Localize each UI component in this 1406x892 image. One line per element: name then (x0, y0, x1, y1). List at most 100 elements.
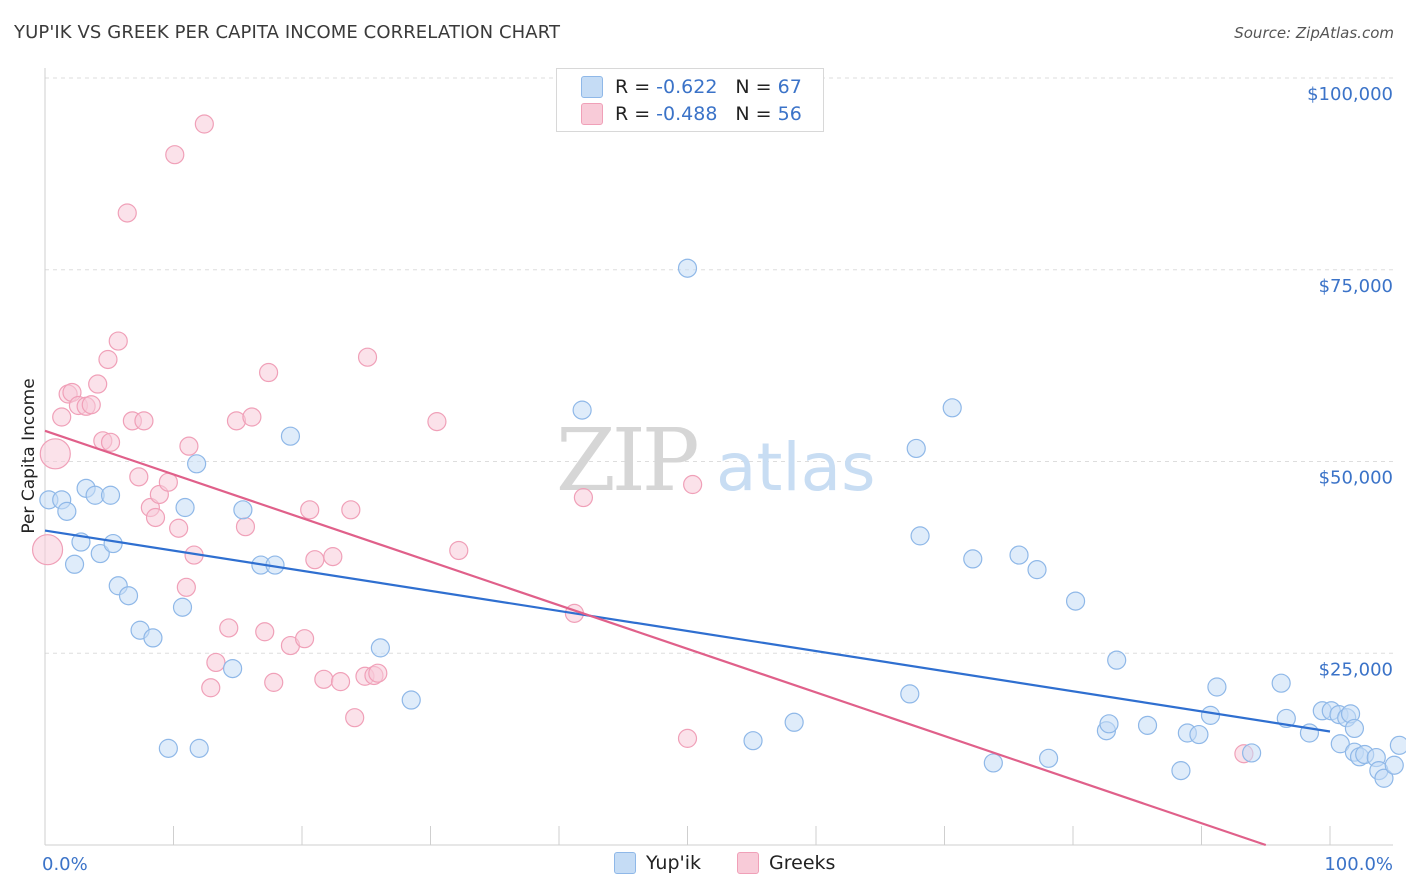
yupik-point (118, 586, 139, 606)
yupik-point (743, 731, 763, 751)
yupik-point (1038, 748, 1059, 768)
greeks-point (330, 672, 351, 692)
yupik-point (910, 526, 930, 546)
greeks-point (314, 669, 334, 689)
yupik-point (1189, 724, 1209, 745)
greeks-point (117, 203, 137, 223)
greeks-point (134, 411, 154, 431)
y-tick-label: $75,000 (1319, 276, 1393, 297)
yupik-point (1137, 715, 1158, 735)
greeks-point (98, 349, 118, 370)
greeks-point (201, 678, 221, 698)
yupik-swatch (614, 852, 636, 874)
source-label: Source: ZipAtlas.com (1234, 24, 1394, 42)
yupik-point (1242, 743, 1262, 763)
watermark-atlas: atlas (716, 429, 876, 506)
trend-lines (44, 429, 1331, 847)
y-tick-label: $50,000 (1319, 468, 1393, 489)
yupik-point (401, 690, 421, 710)
r-value: -0.622 (656, 76, 718, 98)
yupik-point (1009, 545, 1029, 565)
greeks-point (264, 672, 284, 692)
yupik-point (942, 398, 962, 418)
greeks-point (206, 652, 226, 673)
yupik-point (983, 753, 1003, 773)
n-value: 67 (777, 76, 802, 98)
greeks-point (219, 618, 239, 638)
n-label: N = (735, 103, 772, 125)
r-value: -0.488 (656, 103, 718, 125)
greeks-swatch (581, 103, 603, 125)
legend-item-greeks[interactable]: Greeks (737, 852, 835, 874)
yupik-point (784, 712, 804, 732)
yupik-point (963, 549, 983, 569)
tick-labels: $25,000 $50,000 $75,000 $100,000 0.0% 100.0% (42, 84, 1393, 875)
y-axis-label: Per Capita Income (19, 378, 39, 533)
greeks-point (235, 517, 256, 537)
yupik-point (572, 400, 592, 420)
yupik-point (158, 738, 178, 758)
yupik-point (370, 638, 390, 658)
yupik-point (1099, 714, 1119, 734)
greeks-point (427, 412, 447, 432)
yupik-point (100, 485, 121, 505)
y-tick-label: $25,000 (1319, 659, 1393, 680)
yupik-point (187, 454, 207, 474)
yupik-point (57, 501, 77, 521)
yupik-point (1384, 755, 1404, 775)
yupik-point (906, 438, 926, 459)
yupik-point (677, 258, 698, 278)
greeks-swatch (737, 852, 760, 874)
n-label: N = (735, 76, 772, 98)
series-legend: Yup'ik Greeks (614, 852, 871, 874)
yupik-point (175, 497, 195, 518)
greeks-point (345, 708, 365, 728)
greeks-point (179, 436, 199, 456)
greeks-point (255, 622, 275, 642)
yupik-point (90, 543, 110, 564)
greeks-point (294, 629, 315, 649)
greeks-point (242, 407, 262, 427)
yupik-trend-line (44, 529, 1331, 733)
greeks-point (108, 331, 128, 351)
greeks-point (194, 114, 214, 134)
greeks-point (368, 663, 388, 683)
greeks-point (52, 407, 72, 427)
stats-legend: R = -0.622 N = 67 R = -0.488 N = 56 (556, 68, 824, 132)
watermark: ZIP atlas (556, 411, 876, 511)
r-label: R = (615, 103, 651, 125)
yupik-point (900, 684, 920, 704)
n-value: 56 (777, 103, 802, 125)
yupik-point (233, 500, 253, 520)
yupik-points (39, 258, 1406, 788)
yupik-point (223, 658, 243, 679)
greeks-point (165, 145, 185, 165)
yupik-point (64, 554, 85, 574)
gridlines (45, 77, 1393, 654)
greeks-point (357, 347, 378, 367)
greeks-point (176, 577, 196, 597)
yupik-point (1374, 768, 1394, 788)
greeks-point (305, 550, 325, 570)
greeks-point (258, 362, 279, 383)
greeks-point (677, 728, 698, 748)
yupik-point (172, 597, 193, 617)
yupik-point (1207, 677, 1227, 697)
yupik-point (1065, 591, 1086, 611)
yupik-point (1271, 673, 1291, 693)
greeks-point (449, 540, 469, 561)
greeks-point (100, 432, 121, 452)
yupik-point (103, 533, 123, 554)
x-tick-label: 100.0% (1324, 854, 1393, 875)
yupik-point (280, 426, 301, 446)
greeks-point (683, 474, 703, 495)
greeks-trend-line (44, 429, 1267, 847)
stats-legend-row-greeks: R = -0.488 N = 56 (581, 101, 802, 127)
yupik-point (1200, 705, 1221, 725)
r-label: R = (615, 76, 651, 98)
greeks-point (129, 467, 149, 487)
greeks-point (39, 438, 71, 470)
legend-item-yupik[interactable]: Yup'ik (614, 852, 701, 874)
yupik-swatch (581, 76, 603, 98)
